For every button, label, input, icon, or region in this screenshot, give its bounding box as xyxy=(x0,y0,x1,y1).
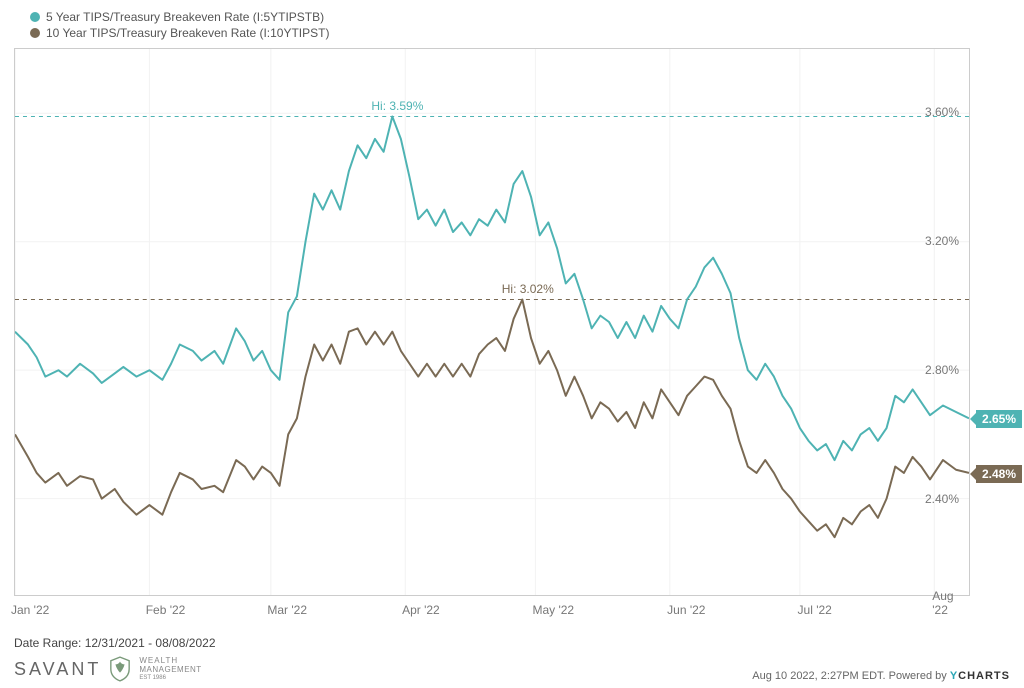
x-axis-tick-label: Feb '22 xyxy=(146,603,186,617)
legend-item: 10 Year TIPS/Treasury Breakeven Rate (I:… xyxy=(30,26,329,40)
x-axis-tick-label: May '22 xyxy=(532,603,574,617)
savant-subtitle: WEALTH MANAGEMENT EST 1986 xyxy=(139,657,201,681)
x-axis-tick-label: Jun '22 xyxy=(667,603,705,617)
chart-svg xyxy=(15,49,969,595)
chart-legend: 5 Year TIPS/Treasury Breakeven Rate (I:5… xyxy=(30,10,329,42)
savant-wordmark: SAVANT xyxy=(14,659,101,680)
date-range-label: Date Range: 12/31/2021 - 08/08/2022 xyxy=(14,636,216,650)
x-axis-tick-label: Aug '22 xyxy=(932,589,969,617)
legend-marker-icon xyxy=(30,28,40,38)
series-end-badge: 2.65% xyxy=(976,410,1022,428)
legend-label: 5 Year TIPS/Treasury Breakeven Rate (I:5… xyxy=(46,10,324,24)
chart-plot-area: 2.40%2.80%3.20%3.60%Jan '22Feb '22Mar '2… xyxy=(14,48,970,596)
legend-marker-icon xyxy=(30,12,40,22)
y-axis-tick-label: 2.80% xyxy=(925,363,959,377)
legend-label: 10 Year TIPS/Treasury Breakeven Rate (I:… xyxy=(46,26,329,40)
y-axis-tick-label: 2.40% xyxy=(925,492,959,506)
savant-brand: SAVANT WEALTH MANAGEMENT EST 1986 xyxy=(14,656,216,682)
hi-annotation: Hi: 3.59% xyxy=(371,99,423,113)
x-axis-tick-label: Apr '22 xyxy=(402,603,440,617)
chart-footer: Date Range: 12/31/2021 - 08/08/2022 SAVA… xyxy=(14,636,1010,682)
legend-item: 5 Year TIPS/Treasury Breakeven Rate (I:5… xyxy=(30,10,329,24)
series-end-badge: 2.48% xyxy=(976,465,1022,483)
hi-annotation: Hi: 3.02% xyxy=(502,282,554,296)
ycharts-logo: YCHARTS xyxy=(950,670,1010,682)
x-axis-tick-label: Jan '22 xyxy=(11,603,49,617)
y-axis-tick-label: 3.60% xyxy=(925,105,959,119)
shield-icon xyxy=(109,656,131,682)
y-axis-tick-label: 3.20% xyxy=(925,234,959,248)
x-axis-tick-label: Jul '22 xyxy=(798,603,832,617)
x-axis-tick-label: Mar '22 xyxy=(267,603,307,617)
powered-by: Aug 10 2022, 2:27PM EDT. Powered by YCHA… xyxy=(752,670,1010,682)
